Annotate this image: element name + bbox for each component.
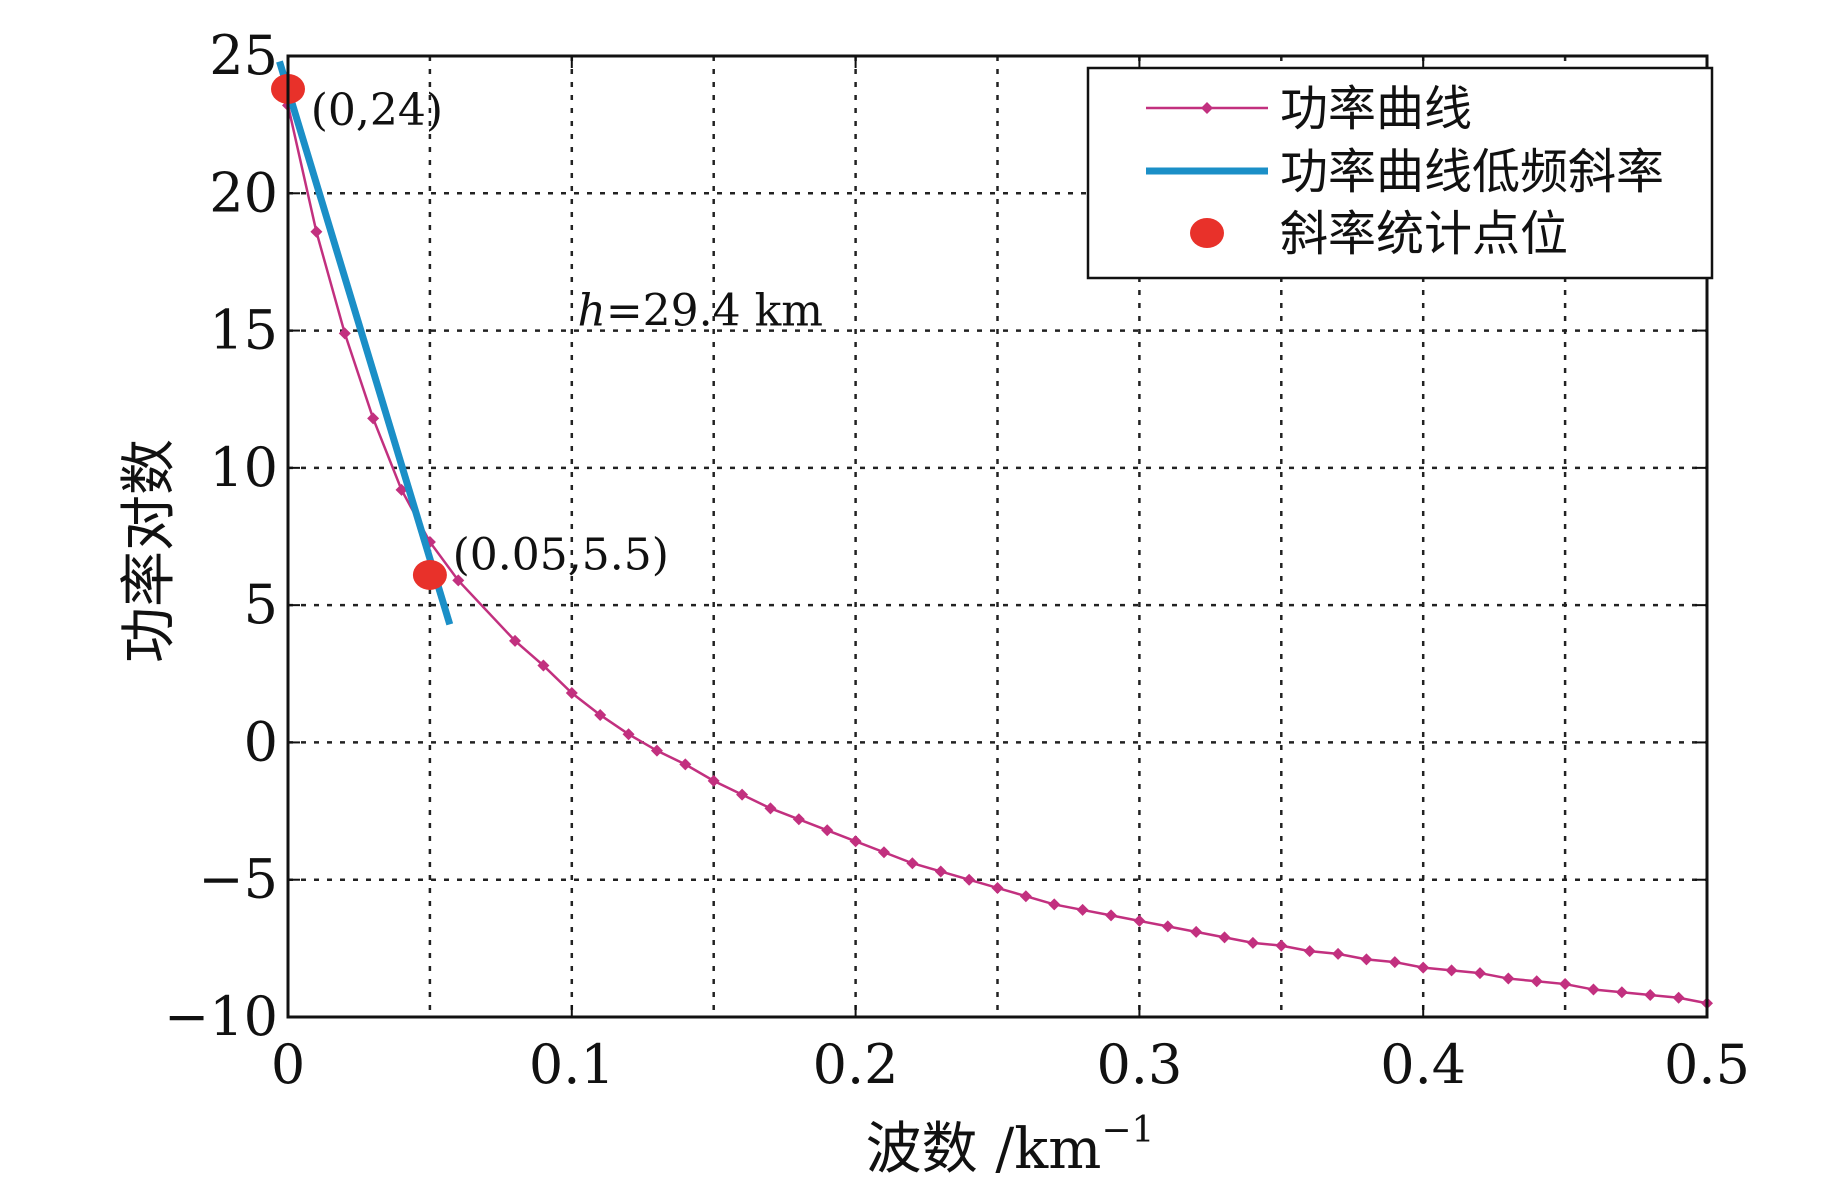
y-tick-label: −5 xyxy=(198,848,278,911)
power-curve-marker xyxy=(1615,986,1628,999)
y-axis-label: 功率对数 xyxy=(117,439,182,663)
legend-swatch-marker xyxy=(1201,102,1213,114)
power-curve-marker xyxy=(1445,964,1458,977)
x-tick-label: 0.5 xyxy=(1664,1033,1750,1096)
power-curve-marker xyxy=(679,758,692,771)
power-curve-marker xyxy=(764,802,777,815)
x-tick-label: 0.2 xyxy=(813,1033,899,1096)
annotation-text-part: =29.4 km xyxy=(606,285,823,336)
y-tick-label: 5 xyxy=(244,573,278,636)
y-tick-label: 15 xyxy=(209,299,278,362)
plot-border xyxy=(286,54,1709,1019)
x-tick-label: 0.1 xyxy=(529,1033,615,1096)
plot-frame xyxy=(286,54,1709,1019)
power-curve-marker xyxy=(1190,925,1203,938)
slope-point-marker xyxy=(412,559,447,590)
power-curve-marker xyxy=(1559,978,1572,991)
legend-label: 功率曲线 xyxy=(1280,81,1472,137)
y-tick-label: 25 xyxy=(209,24,278,87)
power-curve-marker xyxy=(1672,991,1685,1004)
series-layer xyxy=(271,60,1713,1010)
power-curve-marker xyxy=(877,846,890,859)
legend-label: 斜率统计点位 xyxy=(1280,206,1568,262)
power-curve-marker xyxy=(1161,920,1174,933)
annotation-label: h=29.4 km xyxy=(577,285,823,336)
annotation-label: (0.05,5.5) xyxy=(453,530,669,581)
power-curve-marker xyxy=(1587,983,1600,996)
power-curve-marker xyxy=(707,774,720,787)
power-curve-marker xyxy=(792,813,805,826)
power-curve-marker xyxy=(1275,939,1288,952)
x-axis-label-text: 波数 /km xyxy=(866,1117,1102,1181)
power-curve-marker xyxy=(1473,967,1486,980)
power-curve-marker xyxy=(1019,890,1032,903)
power-curve-marker xyxy=(1105,909,1118,922)
x-tick-label: 0 xyxy=(271,1033,305,1096)
power-curve-marker xyxy=(934,865,947,878)
tick-layer: 0 0.1 0.2 0.3 0.4 0.5 −10 −5 0 5 10 15 20 25 xyxy=(164,24,1750,1096)
power-curve-marker xyxy=(622,728,635,741)
annotation-italic-part: h xyxy=(577,285,605,336)
power-curve-marker xyxy=(452,574,465,587)
power-curve-marker xyxy=(906,857,919,870)
y-tick-label: 10 xyxy=(209,436,278,499)
annotation-label: (0,24) xyxy=(311,85,443,136)
power-curve-marker xyxy=(650,744,663,757)
legend-label: 功率曲线低频斜率 xyxy=(1280,144,1664,200)
power-curve-marker xyxy=(367,412,380,425)
power-curve-marker xyxy=(991,881,1004,894)
low-frequency-slope-line xyxy=(276,60,454,626)
y-tick-label: 0 xyxy=(244,710,278,773)
power-curve-marker xyxy=(1360,953,1373,966)
y-tick-label: 20 xyxy=(209,161,278,224)
x-axis-label-superscript: −1 xyxy=(1101,1110,1154,1151)
annotation-layer: (0,24) (0.05,5.5) h=29.4 km xyxy=(311,85,823,581)
power-curve-marker xyxy=(1246,936,1259,949)
power-curve-marker xyxy=(1133,914,1146,927)
power-curve-marker xyxy=(338,327,351,340)
x-tick-label: 0.4 xyxy=(1380,1033,1466,1096)
power-curve-marker xyxy=(594,708,607,721)
power-curve-marker xyxy=(1048,898,1061,911)
power-curve-marker xyxy=(1388,956,1401,969)
power-curve-marker xyxy=(310,225,323,238)
power-curve-marker xyxy=(565,687,578,700)
power-curve-marker xyxy=(1644,989,1657,1002)
power-curve-marker xyxy=(1530,975,1543,988)
power-curve-marker xyxy=(1332,947,1345,960)
power-curve-marker xyxy=(1303,945,1316,958)
power-curve-marker xyxy=(1502,972,1515,985)
power-curve-marker xyxy=(963,873,976,886)
x-axis-label: 波数 /km−1 xyxy=(866,1110,1155,1181)
power-curve-marker xyxy=(821,824,834,837)
x-tick-label: 0.3 xyxy=(1096,1033,1182,1096)
power-curve-marker xyxy=(736,788,749,801)
legend-swatch-dot xyxy=(1190,218,1224,248)
power-curve-marker xyxy=(509,634,522,647)
power-curve-marker xyxy=(849,835,862,848)
y-tick-label: −10 xyxy=(164,985,278,1048)
power-curve-marker xyxy=(1417,961,1430,974)
power-curve-marker xyxy=(1076,903,1089,916)
power-curve-marker xyxy=(537,659,550,672)
power-curve-marker xyxy=(1218,931,1231,944)
